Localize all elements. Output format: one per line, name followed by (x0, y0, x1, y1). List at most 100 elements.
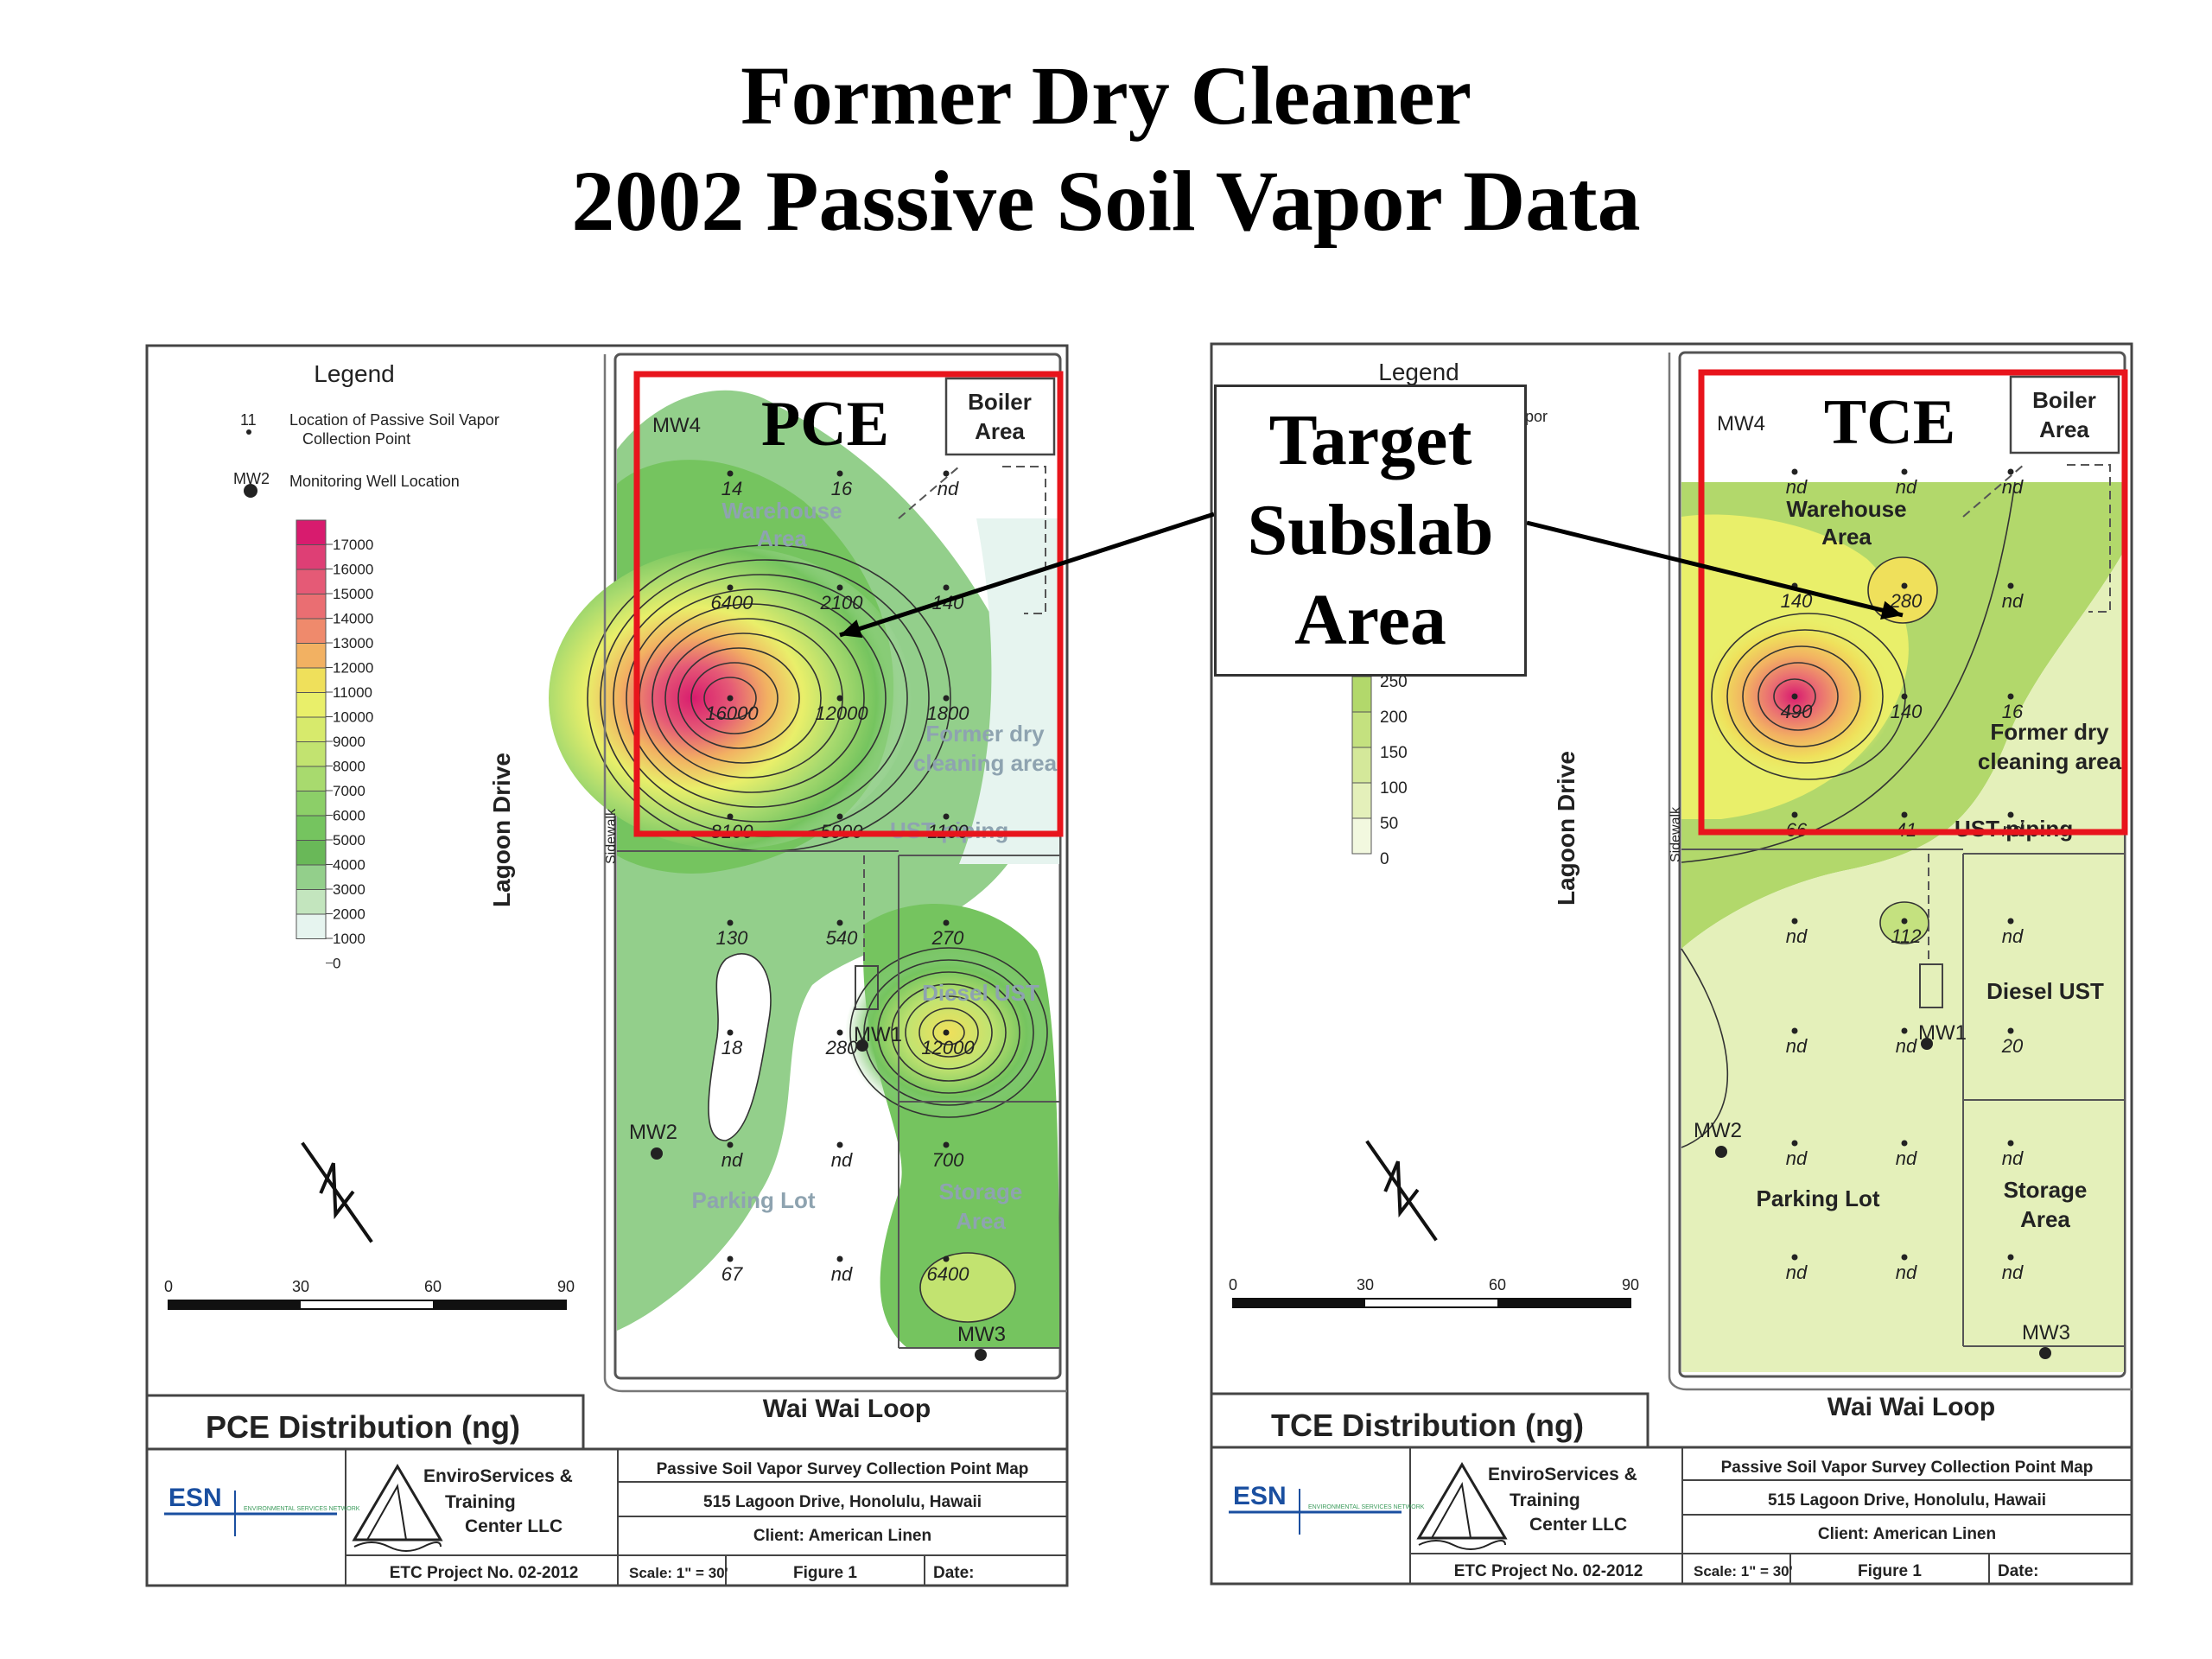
diesel-ust-label: Diesel UST (922, 980, 1039, 1006)
sample-value: 280 (825, 1037, 858, 1058)
ust-piping-line (1002, 466, 1046, 614)
sample-point-marker (2007, 693, 2014, 700)
sample-value: 12000 (921, 1037, 975, 1058)
boiler-area-label: Boiler (968, 389, 1032, 415)
sample-point-marker (943, 584, 950, 591)
pce-light-zone (959, 518, 1059, 864)
parking-lot-label: Parking Lot (1756, 1185, 1879, 1211)
color-scale-swatch (1351, 782, 1372, 819)
road-label-wai-wai-loop: Wai Wai Loop (763, 1395, 931, 1423)
color-scale-label: 17000 (333, 537, 373, 553)
color-scale-label: 3000 (333, 881, 365, 898)
color-scale-swatch (1351, 747, 1372, 784)
sample-point-marker (2007, 811, 2014, 818)
sample-value: nd (1786, 1262, 1808, 1283)
title-block-map-name: Passive Soil Vapor Survey Collection Poi… (657, 1460, 1029, 1478)
sample-value: 16 (2002, 701, 2024, 722)
sample-point-marker (2007, 1254, 2014, 1261)
tce-contour-line (1681, 481, 2016, 863)
pce-contour-line (932, 1020, 965, 1046)
warehouse-area-label: Warehouse (721, 498, 842, 524)
color-scale-label: 8000 (333, 759, 365, 775)
monitoring-well-label: MW2 (629, 1121, 677, 1144)
sample-value: nd (1896, 1262, 1917, 1283)
scale-bar-tick: 0 (164, 1278, 173, 1295)
north-arrow-shaft (1365, 1140, 1438, 1242)
company-logo-icon (352, 1464, 443, 1541)
color-scale-label: 0 (1380, 850, 1389, 868)
company-logo-wave (1418, 1540, 1506, 1550)
boiler-area-box (2009, 375, 2120, 454)
north-arrow-n (319, 1162, 355, 1220)
tce-contour-line (1726, 629, 1884, 764)
monitoring-well-marker (975, 1349, 987, 1361)
scale-bar-tick: 30 (292, 1278, 309, 1295)
warehouse-area-label: Area (1821, 524, 1872, 550)
color-scale-swatch (1351, 817, 1372, 855)
sample-value: 6400 (927, 1263, 970, 1285)
company-name: Training (445, 1492, 516, 1512)
esn-logo-subtitle: ENVIRONMENTAL SERVICES NETWORK (1308, 1504, 1425, 1510)
sample-value: nd (2002, 925, 2024, 947)
sample-point-marker (1901, 1254, 1908, 1261)
sample-value: 112 (1891, 925, 1921, 947)
scale-bar-tick: 30 (1357, 1276, 1374, 1294)
pce-contour-line (703, 677, 757, 720)
sample-point-marker (836, 1141, 843, 1148)
sample-value: nd (1786, 925, 1808, 947)
pce-contour-line (664, 632, 822, 764)
company-logo-icon (1431, 1482, 1471, 1539)
north-arrow-icon (301, 1141, 373, 1243)
callout-arrows (839, 512, 1904, 639)
title-block-project: ETC Project No. 02-2012 (1454, 1562, 1643, 1580)
legend-text: Monitoring Well Location (289, 473, 460, 490)
pce-low-pocket (708, 953, 772, 1141)
callout-arrow-line (1526, 520, 1904, 618)
sample-point-marker (727, 470, 734, 477)
monitoring-well-label: MW4 (1717, 412, 1765, 435)
tce-contour-line (1681, 948, 1729, 1148)
target-subslab-callout: Target Subslab Area (1214, 385, 1527, 677)
color-scale-label: 100 (1380, 779, 1408, 798)
former-dry-cleaning-label: Former dry (925, 721, 1045, 747)
color-scale-swatch (1351, 676, 1372, 713)
sample-value: nd (1896, 1147, 1917, 1169)
sample-point-marker (1791, 468, 1798, 475)
sample-point-marker (1901, 468, 1908, 475)
sample-value: 1800 (927, 702, 970, 724)
color-scale-swatch (296, 766, 327, 791)
title-block-figure: Figure 1 (793, 1564, 857, 1582)
sample-value: 67 (721, 1263, 743, 1285)
sample-point-marker (1791, 1254, 1798, 1261)
sample-point-marker (1791, 1027, 1798, 1034)
diesel-ust-tank (855, 965, 879, 1010)
sample-point-marker (727, 919, 734, 926)
legend-symbol: MW2 (233, 470, 270, 487)
legend-title: Legend (1378, 359, 1459, 385)
title-block-client: Client: American Linen (753, 1527, 931, 1545)
callout-line-2: Subslab (1247, 490, 1494, 570)
sample-point-marker (2007, 1027, 2014, 1034)
sample-value: 6400 (711, 592, 754, 613)
color-scale-label: 2000 (333, 906, 365, 923)
company-logo-icon (366, 1484, 407, 1541)
esn-logo-subtitle: ENVIRONMENTAL SERVICES NETWORK (244, 1506, 360, 1512)
sample-point-marker (836, 695, 843, 702)
sample-value: nd (1786, 1035, 1808, 1057)
legend-symbol: 11 (240, 411, 257, 429)
color-scale-label: 9000 (333, 734, 365, 750)
sample-value: 490 (1781, 701, 1813, 722)
pce-contour-storage (919, 1252, 1016, 1323)
target-area-highlight (1698, 369, 2128, 836)
overlay-label-pce: PCE (761, 389, 889, 460)
legend-text: Collection Point (302, 430, 410, 448)
scale-bar-segment (1497, 1299, 1630, 1307)
sample-value: nd (938, 478, 959, 499)
parking-lot-label: Parking Lot (691, 1187, 815, 1213)
color-scale-swatch (296, 544, 327, 570)
pce-contour-line (677, 647, 800, 749)
scale-bar-tick: 60 (1489, 1276, 1506, 1294)
overlay-label-tce: TCE (1824, 387, 1955, 458)
